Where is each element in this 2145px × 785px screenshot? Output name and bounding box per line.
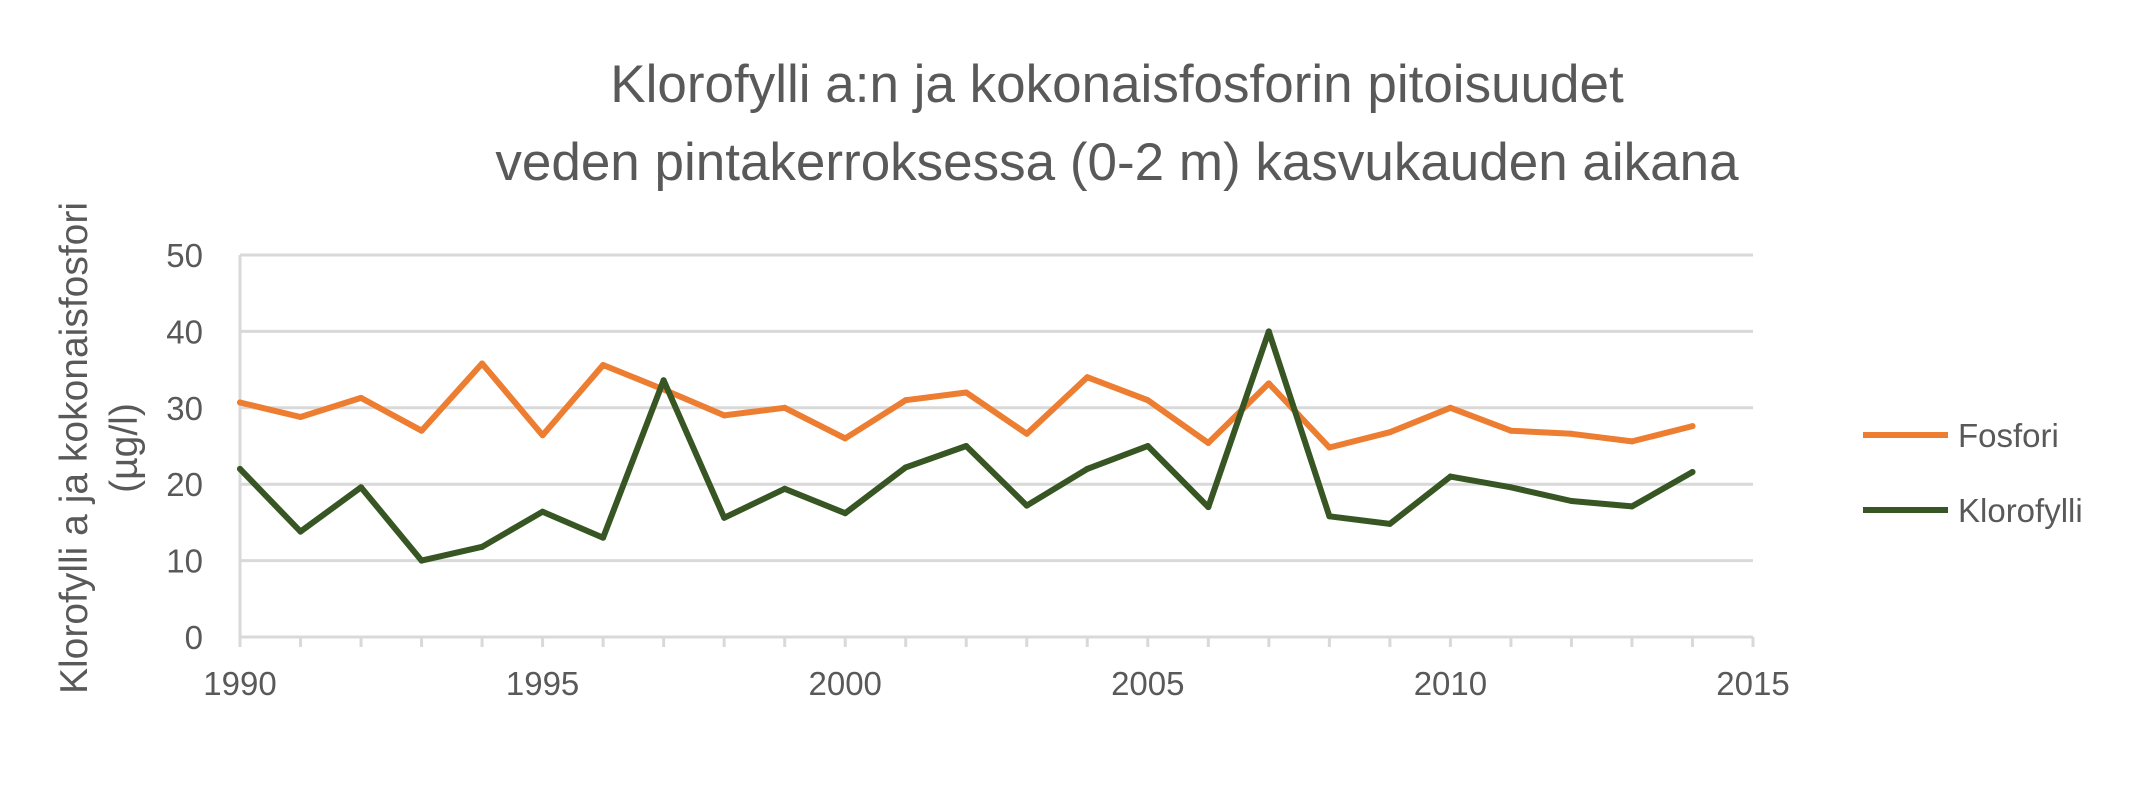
series-klorofylli xyxy=(237,328,1696,564)
data-point-klorofylli xyxy=(1326,513,1333,520)
legend-item-klorofylli: Klorofylli xyxy=(1863,492,2083,529)
data-point-fosfori xyxy=(1205,439,1212,446)
y-tick-label: 40 xyxy=(166,313,203,350)
y-tick-label: 10 xyxy=(166,543,203,580)
data-point-klorofylli xyxy=(660,377,667,384)
chart-title: Klorofylli a:n ja kokonaisfosforin pitoi… xyxy=(495,55,1739,192)
data-point-fosfori xyxy=(963,389,970,396)
x-tick-label: 1990 xyxy=(203,665,276,702)
data-point-fosfori xyxy=(1265,380,1272,387)
y-axis-label-line-1: Klorofylli a ja kokonaisfosfori xyxy=(53,202,96,694)
data-point-fosfori xyxy=(842,435,849,442)
data-point-fosfori xyxy=(1689,423,1696,430)
data-point-klorofylli xyxy=(1628,503,1635,510)
x-tick-label: 2010 xyxy=(1414,665,1487,702)
data-point-klorofylli xyxy=(358,484,365,491)
data-point-fosfori xyxy=(1447,404,1454,411)
data-point-klorofylli xyxy=(902,464,909,471)
legend-item-fosfori: Fosfori xyxy=(1863,417,2059,454)
data-point-fosfori xyxy=(418,427,425,434)
y-tick-label: 0 xyxy=(185,619,203,656)
data-point-klorofylli xyxy=(418,557,425,564)
data-point-klorofylli xyxy=(1205,504,1212,511)
gridlines xyxy=(240,253,1753,563)
x-tick-label: 1995 xyxy=(506,665,579,702)
data-point-fosfori xyxy=(781,404,788,411)
data-point-fosfori xyxy=(358,394,365,401)
y-axis-label-line-2: (µg/l) xyxy=(103,403,146,493)
data-point-fosfori xyxy=(1326,444,1333,451)
data-point-fosfori xyxy=(1144,397,1151,404)
x-tick-label: 2000 xyxy=(808,665,881,702)
data-point-klorofylli xyxy=(237,465,243,472)
data-point-fosfori xyxy=(1507,427,1514,434)
y-axis-label: Klorofylli a ja kokonaisfosfori (µg/l) xyxy=(53,202,146,694)
data-point-fosfori xyxy=(1386,429,1393,436)
data-point-klorofylli xyxy=(479,543,486,550)
series-lines xyxy=(237,328,1696,564)
data-point-fosfori xyxy=(902,397,909,404)
data-point-fosfori xyxy=(1084,374,1091,381)
x-tick-label: 2005 xyxy=(1111,665,1184,702)
data-point-klorofylli xyxy=(963,443,970,449)
data-point-fosfori xyxy=(721,412,728,419)
data-point-klorofylli xyxy=(781,485,788,492)
chart-title-line-1: Klorofylli a:n ja kokonaisfosforin pitoi… xyxy=(610,55,1624,114)
data-point-klorofylli xyxy=(842,510,849,517)
legend: Fosfori Klorofylli xyxy=(1863,417,2083,529)
y-tick-label: 30 xyxy=(166,390,203,427)
data-point-fosfori xyxy=(539,432,546,439)
data-point-klorofylli xyxy=(1689,468,1696,475)
series-line-fosfori xyxy=(237,360,1696,451)
data-point-klorofylli xyxy=(1084,465,1091,472)
legend-label: Klorofylli xyxy=(1958,492,2083,529)
data-point-fosfori xyxy=(479,360,486,367)
data-point-klorofylli xyxy=(297,528,304,535)
data-point-klorofylli xyxy=(1023,502,1030,509)
data-point-klorofylli xyxy=(1144,443,1151,449)
data-point-fosfori xyxy=(1023,430,1030,437)
data-point-klorofylli xyxy=(1265,328,1272,335)
data-point-fosfori xyxy=(1628,438,1635,445)
data-point-fosfori xyxy=(600,362,607,369)
x-tick-label: 2015 xyxy=(1716,665,1789,702)
axes: 0 10 20 30 40 50 1990 1995 2000 2005 2010 2015 xyxy=(166,237,1789,702)
data-point-klorofylli xyxy=(539,508,546,515)
data-point-klorofylli xyxy=(1568,498,1575,505)
y-tick-label: 50 xyxy=(166,237,203,274)
data-point-fosfori xyxy=(297,413,304,420)
data-point-klorofylli xyxy=(721,514,728,521)
chart-title-line-2: veden pintakerroksessa (0-2 m) kasvukaud… xyxy=(495,133,1739,192)
data-point-klorofylli xyxy=(600,534,607,541)
series-fosfori xyxy=(237,360,1696,451)
data-point-klorofylli xyxy=(1447,473,1454,480)
y-tick-label: 20 xyxy=(166,466,203,503)
data-point-klorofylli xyxy=(1507,484,1514,491)
legend-label: Fosfori xyxy=(1958,417,2059,454)
data-point-fosfori xyxy=(1568,430,1575,437)
data-point-fosfori xyxy=(237,399,243,406)
data-point-klorofylli xyxy=(1386,520,1393,527)
